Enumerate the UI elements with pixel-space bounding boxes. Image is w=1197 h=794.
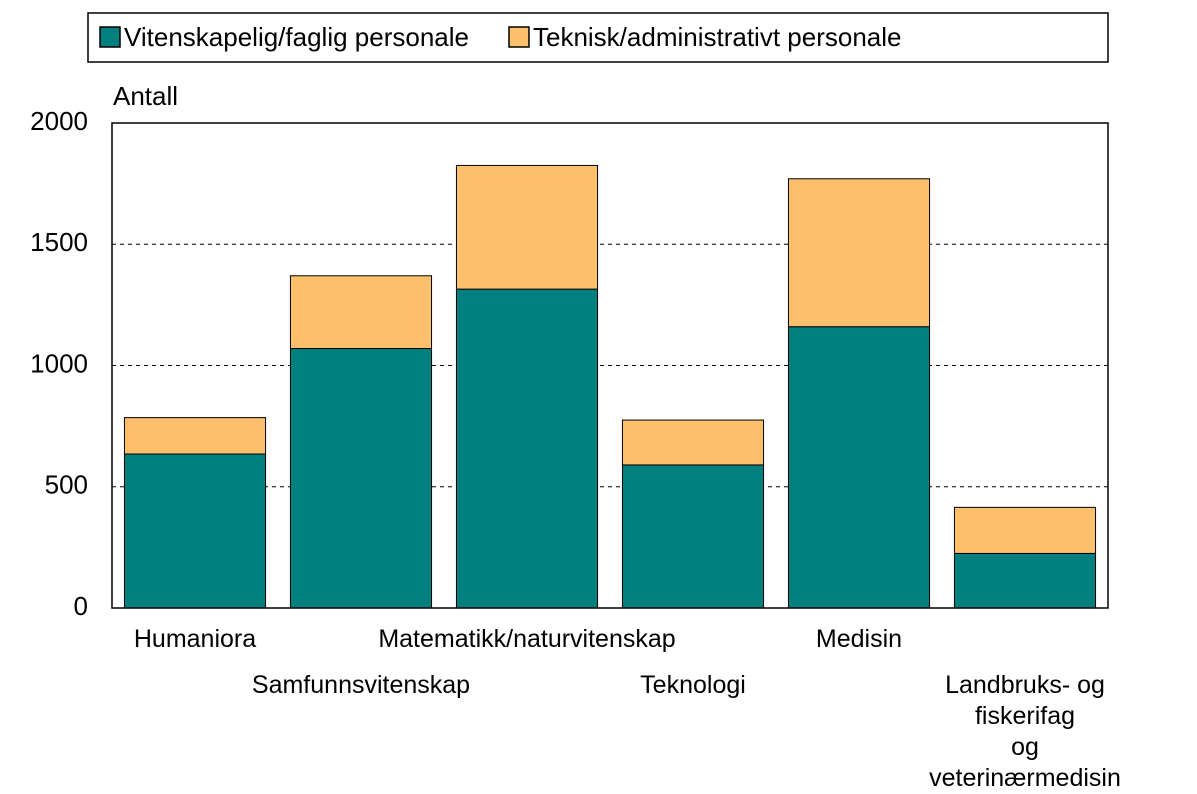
y-tick-label: 1500 xyxy=(30,227,88,257)
x-tick-label: Teknologi xyxy=(640,671,746,699)
y-tick-label: 0 xyxy=(74,591,88,621)
x-tick-label: Samfunnsvitenskap xyxy=(251,671,471,699)
bar-segment xyxy=(787,178,931,328)
bar-segment xyxy=(455,164,599,290)
legend-swatch xyxy=(99,26,121,48)
x-tick-label: Matematikk/naturvitenskap xyxy=(378,625,676,653)
bar-segment xyxy=(123,417,267,455)
plot-frame xyxy=(111,122,1109,609)
legend-box xyxy=(87,12,1109,63)
legend-label: Vitenskapelig/faglig personale xyxy=(124,22,469,52)
page: {"chart_data": {"type": "stacked_bar", "… xyxy=(30,12,1121,792)
bar-segment xyxy=(621,419,765,466)
bar-segment xyxy=(953,506,1097,554)
y-axis-label: Antall xyxy=(113,81,178,111)
legend-label: Teknisk/administrativt personale xyxy=(533,22,902,52)
legend-swatch xyxy=(508,26,530,48)
bar-segment xyxy=(289,348,433,609)
bar-segment xyxy=(621,464,765,609)
bar-segment xyxy=(289,275,433,350)
bar-segment xyxy=(455,288,599,609)
bar-segment xyxy=(953,552,1097,609)
x-tick-label: Medisin xyxy=(815,625,903,653)
y-tick-label: 2000 xyxy=(30,106,88,136)
x-tick-label: Landbruks- og fiskerifag og veterinærmed… xyxy=(929,671,1121,792)
bar-segment xyxy=(787,326,931,609)
x-tick-label: Humaniora xyxy=(133,625,257,653)
y-tick-label: 1000 xyxy=(30,348,88,378)
chart: Antall 0 500 1000 1500 2000 Vitenskapelig/fag… xyxy=(30,12,1109,621)
bar-segment xyxy=(123,453,267,609)
y-tick-label: 500 xyxy=(45,470,88,500)
